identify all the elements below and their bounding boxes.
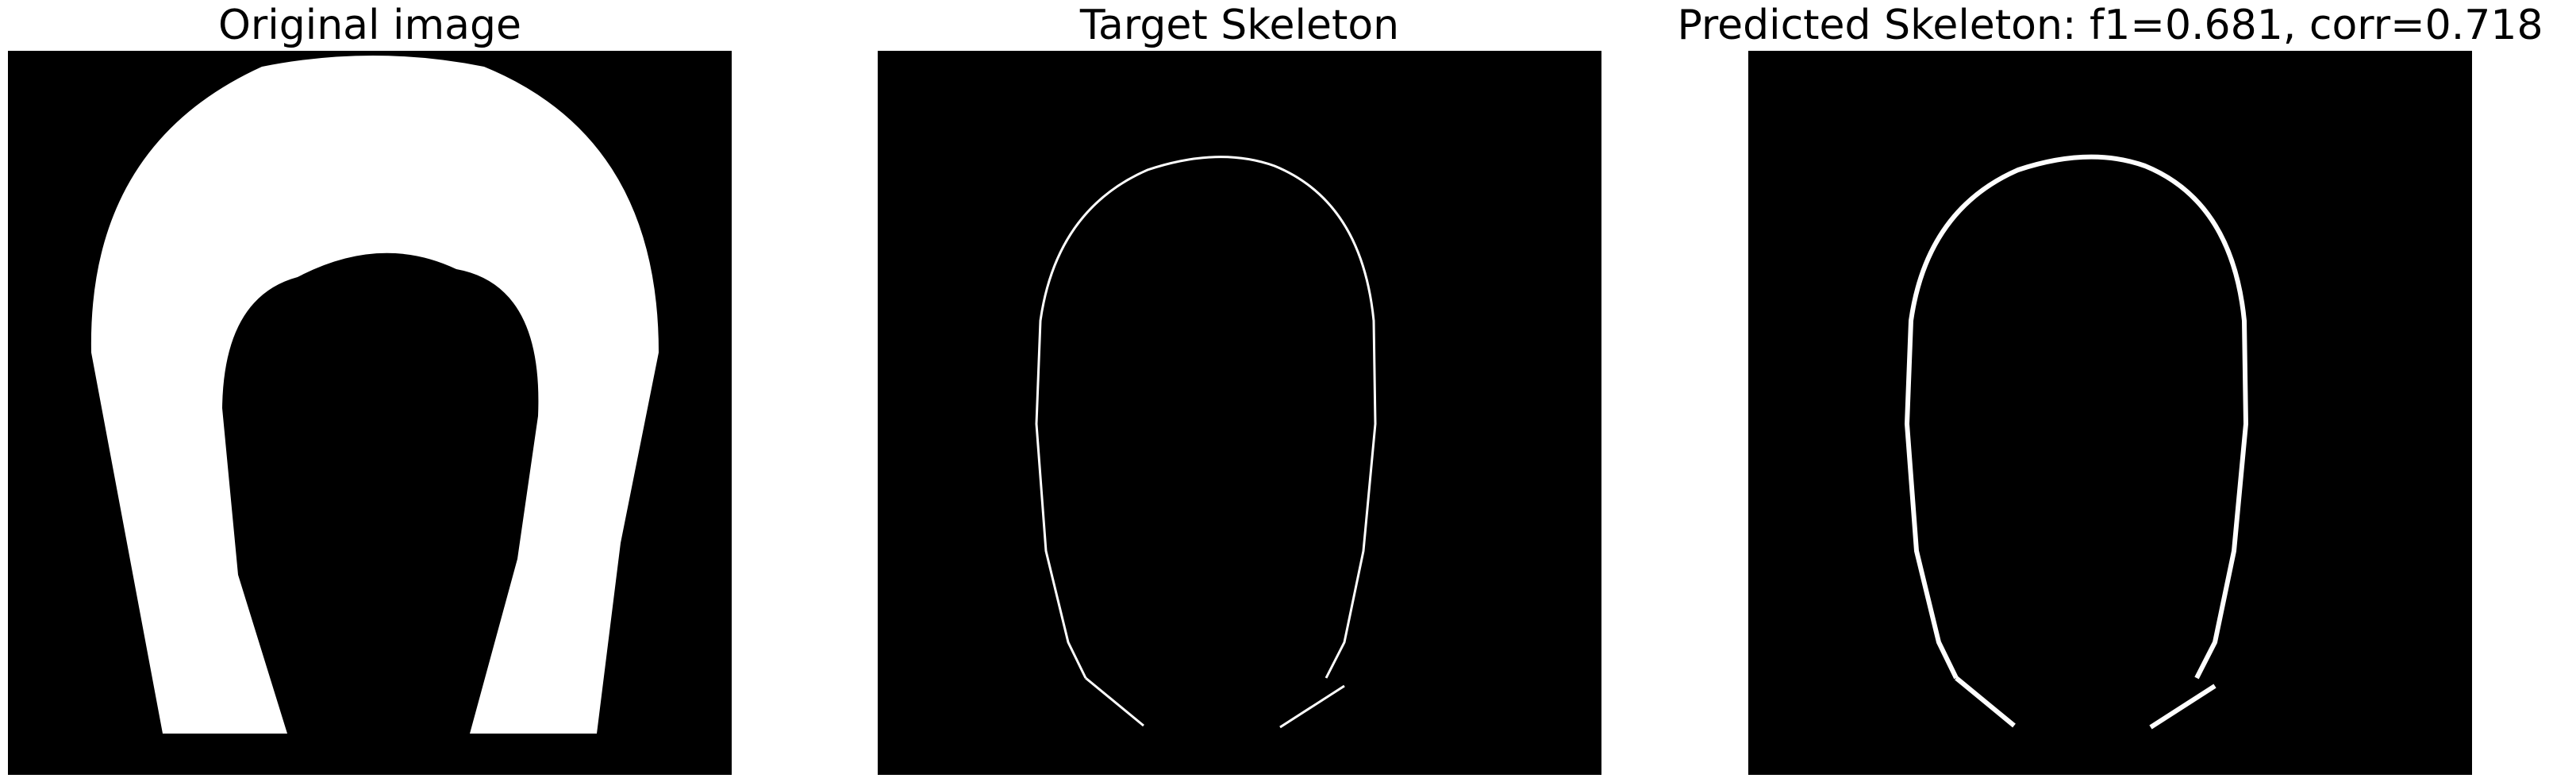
panel-title-target: Target Skeleton: [1079, 2, 1400, 49]
predicted-skeleton-line: [1904, 154, 2249, 680]
predicted-skeleton-canvas: [1748, 51, 2472, 775]
target-skeleton-left-branch: [1085, 676, 1144, 727]
panel-title-original: Original image: [218, 2, 521, 49]
panel-predicted-skeleton: Predicted Skeleton: f1=0.681, corr=0.718: [1677, 0, 2543, 782]
target-skeleton-background: [878, 51, 1601, 775]
predicted-skeleton-left-branch: [1955, 676, 2016, 728]
panel-title-predicted: Predicted Skeleton: f1=0.681, corr=0.718: [1677, 2, 2543, 49]
target-skeleton-right-branch: [1279, 684, 1345, 729]
target-skeleton-canvas: [878, 51, 1601, 775]
original-image-canvas: [8, 51, 732, 775]
predicted-skeleton-right-branch: [2149, 684, 2217, 730]
panel-original-image: Original image: [8, 0, 732, 782]
target-skeleton-line: [1035, 156, 1377, 679]
horseshoe-shape: [90, 56, 659, 734]
predicted-skeleton-background: [1748, 51, 2472, 775]
panel-target-skeleton: Target Skeleton: [878, 0, 1601, 782]
